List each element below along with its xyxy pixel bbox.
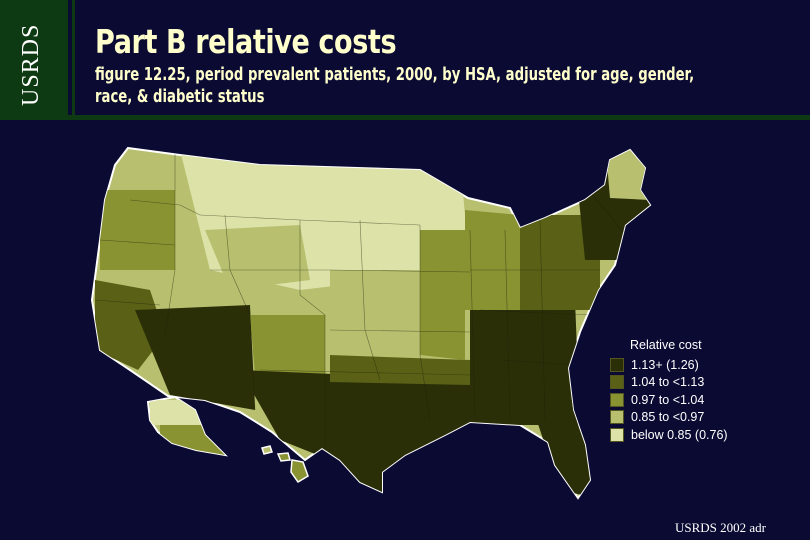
header-divider	[0, 115, 810, 120]
legend-label: 0.97 to <1.04	[631, 392, 705, 407]
page-title: Part B relative costs	[95, 22, 397, 61]
legend-label: below 0.85 (0.76)	[631, 427, 728, 442]
legend-label: 0.85 to <0.97	[631, 410, 705, 425]
legend-swatch	[610, 375, 624, 390]
logo-divider	[72, 0, 75, 117]
legend-item: 0.85 to <0.97	[610, 409, 728, 427]
us-choropleth-map	[90, 146, 652, 500]
page-subtitle: figure 12.25, period prevalent patients,…	[95, 64, 695, 107]
logo-panel: USRDS	[0, 0, 71, 117]
legend-title: Relative cost	[630, 338, 702, 352]
legend-swatch	[610, 392, 624, 407]
legend-swatch	[610, 410, 624, 425]
legend-swatch	[610, 427, 624, 442]
hawaii	[261, 445, 309, 484]
map-legend: Relative cost 1.13+ (1.26) 1.04 to <1.13…	[610, 337, 728, 444]
legend-label: 1.13+ (1.26)	[631, 357, 699, 372]
alaska	[146, 395, 228, 457]
usrds-logo: USRDS	[18, 23, 44, 106]
legend-item: 1.04 to <1.13	[610, 374, 728, 392]
legend-item: 0.97 to <1.04	[610, 391, 728, 409]
footer-source: USRDS 2002 adr	[675, 520, 767, 535]
legend-swatch	[610, 357, 624, 372]
legend-item: 1.13+ (1.26)	[610, 356, 728, 374]
legend-item: below 0.85 (0.76)	[610, 426, 728, 444]
conterminous-us	[90, 146, 652, 500]
legend-label: 1.04 to <1.13	[631, 375, 705, 390]
